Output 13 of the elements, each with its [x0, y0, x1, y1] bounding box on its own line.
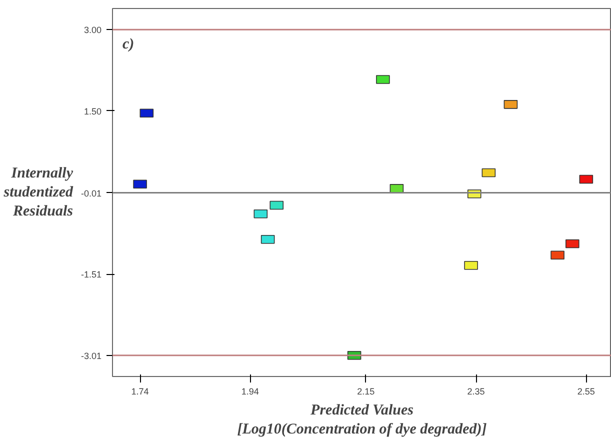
- x-tick-label: 1.74: [131, 386, 149, 396]
- y-tick-label: -1.51: [80, 270, 102, 280]
- text: c): [122, 36, 134, 52]
- x-tick-label: 1.94: [241, 386, 259, 396]
- y-tick-label: -0.01: [80, 188, 102, 198]
- x-tick-label: 2.15: [357, 386, 375, 396]
- x-tick-label: 2.55: [577, 386, 595, 396]
- y-tick-label: 1.50: [84, 106, 102, 116]
- y-axis-title: Internally studentized Residuals: [2, 165, 74, 220]
- y-tick-label: 3.00: [84, 25, 102, 36]
- x-tick-label: 2.35: [467, 386, 485, 396]
- x-axis-title: Predicted Values [Log10(Concentration of dye degraded)]: [237, 402, 487, 438]
- y-tick-label: -3.01: [80, 350, 102, 361]
